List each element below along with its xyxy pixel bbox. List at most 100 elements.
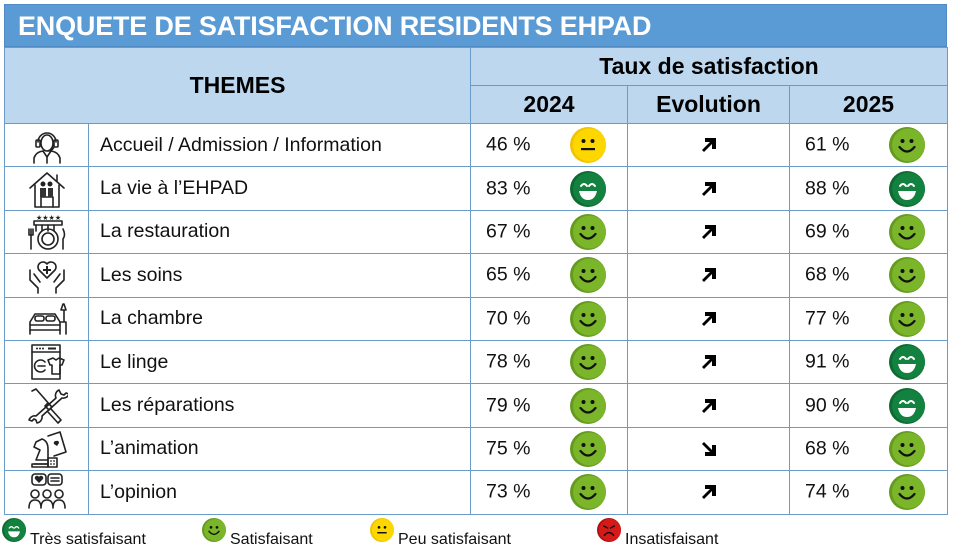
- smiley-tres-icon: [889, 170, 925, 207]
- smiley-satisfait-icon: [202, 518, 226, 542]
- group-speech-bubbles-icon: [5, 473, 88, 511]
- svg-text:★★★★: ★★★★: [36, 214, 61, 222]
- arrow-up-right-icon: [699, 180, 719, 197]
- theme-label: L’animation: [88, 426, 471, 472]
- value-2024-cell: 83 %: [470, 166, 628, 211]
- evolution-cell: [627, 339, 790, 385]
- restaurant-plate-icon: ★★★★: [5, 213, 88, 251]
- smiley-satisfait-icon: [570, 430, 606, 467]
- smiley-satisfait-icon: [889, 213, 925, 250]
- table-row: L’animation 75 % 68 %: [4, 426, 949, 472]
- value-2024: 83 %: [486, 177, 531, 200]
- evolution-cell: [627, 122, 790, 168]
- value-2025-cell: 90 %: [788, 383, 949, 428]
- themes-header: THEMES: [4, 47, 471, 124]
- smiley-tres-icon: [570, 170, 606, 207]
- value-2025-cell: 68 %: [788, 426, 949, 472]
- arrow-down-right-icon: [699, 440, 719, 457]
- theme-icon-cell: [4, 426, 89, 472]
- theme-icon-cell: [4, 253, 89, 298]
- value-2025: 88 %: [805, 177, 850, 200]
- smiley-insatisfait-icon: [597, 518, 621, 542]
- theme-label: La restauration: [88, 209, 471, 255]
- value-2024: 65 %: [486, 263, 531, 286]
- caring-hands-heart-icon: [5, 256, 88, 295]
- legend-label: Satisfaisant: [230, 531, 313, 548]
- evolution-cell: [627, 253, 790, 298]
- value-2024-cell: 65 %: [470, 253, 628, 298]
- year-2025-header: 2025: [788, 85, 949, 124]
- value-2025: 91 %: [805, 350, 850, 373]
- smiley-satisfait-icon: [570, 387, 606, 424]
- evolution-cell: [627, 470, 790, 515]
- value-2024: 75 %: [486, 437, 531, 460]
- legend-label: Très satisfaisant: [30, 531, 146, 548]
- value-2025: 74 %: [805, 480, 850, 503]
- table-row: Les réparations 79 % 90 %: [4, 383, 949, 428]
- evolution-cell: [627, 166, 790, 211]
- evolution-cell: [627, 296, 790, 341]
- theme-label: La chambre: [88, 296, 471, 341]
- smiley-satisfait-icon: [889, 430, 925, 467]
- theme-icon-cell: ★★★★: [4, 209, 89, 255]
- arrow-up-right-icon: [699, 267, 719, 284]
- legend-label: Insatisfaisant: [625, 531, 719, 548]
- value-2025-cell: 88 %: [788, 166, 949, 211]
- evolution-cell: [627, 426, 790, 472]
- bed-lamp-icon: [5, 300, 88, 338]
- legend-label: Peu satisfaisant: [398, 531, 511, 548]
- washing-machine-shirt-icon: [5, 343, 88, 381]
- theme-label: Les soins: [88, 253, 471, 298]
- satisfaction-survey-sheet: ENQUETE DE SATISFACTION RESIDENTS EHPAD …: [4, 4, 949, 515]
- value-2025: 90 %: [805, 394, 850, 417]
- table-row: La vie à l’EHPAD 83 % 88 %: [4, 166, 949, 211]
- table-row: La chambre 70 % 77 %: [4, 296, 949, 341]
- value-2024: 70 %: [486, 307, 531, 330]
- value-2025: 68 %: [805, 263, 850, 286]
- smiley-satisfait-icon: [570, 300, 606, 337]
- value-2025: 68 %: [805, 437, 850, 460]
- value-2025: 61 %: [805, 133, 850, 156]
- satisfaction-table: THEMES Taux de satisfaction 2024 Evoluti…: [4, 47, 949, 515]
- table-row: L’opinion 73 % 74 %: [4, 470, 949, 515]
- theme-icon-cell: [4, 296, 89, 341]
- value-2024: 78 %: [486, 350, 531, 373]
- receptionist-headset-icon: [5, 126, 88, 164]
- smiley-satisfait-icon: [889, 257, 925, 294]
- value-2025-cell: 61 %: [788, 122, 949, 168]
- theme-label: Les réparations: [88, 383, 471, 428]
- value-2025: 77 %: [805, 307, 850, 330]
- chess-cards-dice-icon: [5, 430, 88, 468]
- theme-icon-cell: [4, 339, 89, 385]
- value-2024-cell: 79 %: [470, 383, 628, 428]
- house-elderly-couple-icon: [5, 170, 88, 208]
- value-2024: 73 %: [486, 480, 531, 503]
- table-row: Accueil / Admission / Information 46 % 6…: [4, 122, 949, 168]
- arrow-up-right-icon: [699, 310, 719, 327]
- smiley-peu-icon: [370, 518, 394, 542]
- evolution-cell: [627, 209, 790, 255]
- smiley-satisfait-icon: [570, 344, 606, 381]
- value-2024-cell: 73 %: [470, 470, 628, 515]
- smiley-satisfait-icon: [889, 300, 925, 337]
- value-2024-cell: 67 %: [470, 209, 628, 255]
- theme-icon-cell: [4, 383, 89, 428]
- evolution-cell: [627, 383, 790, 428]
- value-2024-cell: 75 %: [470, 426, 628, 472]
- value-2025-cell: 69 %: [788, 209, 949, 255]
- smiley-satisfait-icon: [570, 474, 606, 511]
- smiley-satisfait-icon: [889, 127, 925, 164]
- value-2024-cell: 46 %: [470, 122, 628, 168]
- theme-label: La vie à l’EHPAD: [88, 166, 471, 211]
- value-2025-cell: 68 %: [788, 253, 949, 298]
- theme-label: Accueil / Admission / Information: [88, 122, 471, 168]
- legend: Très satisfaisant Satisfaisant Peu satisfa…: [2, 518, 722, 548]
- value-2025-cell: 77 %: [788, 296, 949, 341]
- table-row: ★★★★ La restauration 67 % 69 %: [4, 209, 949, 255]
- smiley-peu-icon: [570, 127, 606, 164]
- theme-icon-cell: [4, 166, 89, 211]
- table-row: Le linge 78 % 91 %: [4, 339, 949, 385]
- value-2024: 67 %: [486, 220, 531, 243]
- arrow-up-right-icon: [699, 223, 719, 240]
- smiley-tres-icon: [2, 518, 26, 542]
